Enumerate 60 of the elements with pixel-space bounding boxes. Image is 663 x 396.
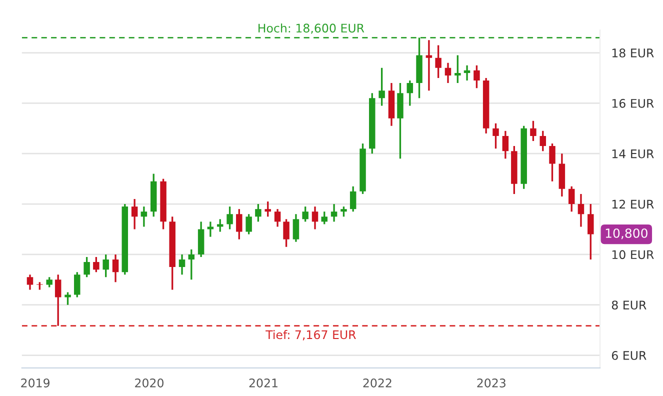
- candlestick: [530, 120, 536, 142]
- candlestick: [568, 186, 575, 212]
- candlestick: [302, 206, 308, 223]
- x-tick-label: 2020: [135, 378, 164, 388]
- candlestick: [378, 67, 385, 107]
- candlestick: [274, 208, 281, 228]
- candlestick: [207, 220, 214, 238]
- candlestick: [426, 39, 432, 92]
- candlestick: [502, 130, 509, 160]
- y-tick-label: 18 EUR: [612, 48, 654, 58]
- candlestick: [84, 256, 90, 278]
- candlestick: [330, 203, 338, 223]
- candlestick: [46, 276, 52, 288]
- ref-line-label: Tief: 7,167 EUR: [266, 330, 356, 340]
- candlestick: [435, 44, 442, 79]
- y-tick-label: 8 EUR: [612, 300, 646, 310]
- y-tick-label: 14 EUR: [612, 149, 654, 158]
- candlestick: [140, 206, 148, 228]
- x-tick-label: 2021: [249, 378, 278, 388]
- y-tick-label: 12 EUR: [612, 200, 654, 209]
- candlestick: [540, 130, 546, 152]
- candlestick: [112, 254, 119, 284]
- candlestick: [406, 80, 414, 107]
- candlestick: [131, 198, 138, 230]
- candlestick: [321, 210, 328, 226]
- candlestick: [492, 122, 499, 150]
- candlestick: [549, 142, 556, 182]
- candlestick: [102, 254, 109, 278]
- candlestick: [236, 208, 242, 240]
- candlestick: [255, 203, 262, 223]
- x-tick-label: 2023: [477, 378, 506, 388]
- candlestick: [464, 64, 470, 82]
- candlestick: [93, 256, 100, 273]
- candlestick: [188, 248, 195, 280]
- x-tick-label: 2019: [21, 378, 50, 388]
- candlestick: [578, 193, 584, 228]
- candlestick: [178, 254, 186, 276]
- candlestick: [283, 218, 290, 248]
- candlestick: [292, 213, 300, 243]
- ref-line-label: Hoch: 18,600 EUR: [258, 23, 364, 34]
- y-tick-label: 16 EUR: [612, 98, 654, 108]
- candlestick: [216, 218, 224, 233]
- y-tick-label: 10 EUR: [612, 250, 654, 260]
- candlestick: [64, 291, 71, 306]
- candlestick: [74, 271, 80, 298]
- candlestick: [588, 203, 594, 260]
- candlestick: [26, 274, 34, 291]
- candlestick: [454, 54, 461, 84]
- candlestick: [226, 206, 233, 230]
- candlestick: [350, 186, 356, 212]
- candlestick: [246, 213, 252, 236]
- candlestick: [264, 200, 271, 218]
- x-tick-label: 2022: [363, 378, 392, 388]
- candlestick: [340, 206, 347, 218]
- annotation: 10,800: [606, 228, 648, 240]
- candlestick: [474, 64, 480, 89]
- candlestick: [54, 274, 62, 327]
- candlestick: [312, 206, 318, 230]
- candlestick: [444, 62, 452, 84]
- y-tick-label: 6 EUR: [612, 351, 646, 360]
